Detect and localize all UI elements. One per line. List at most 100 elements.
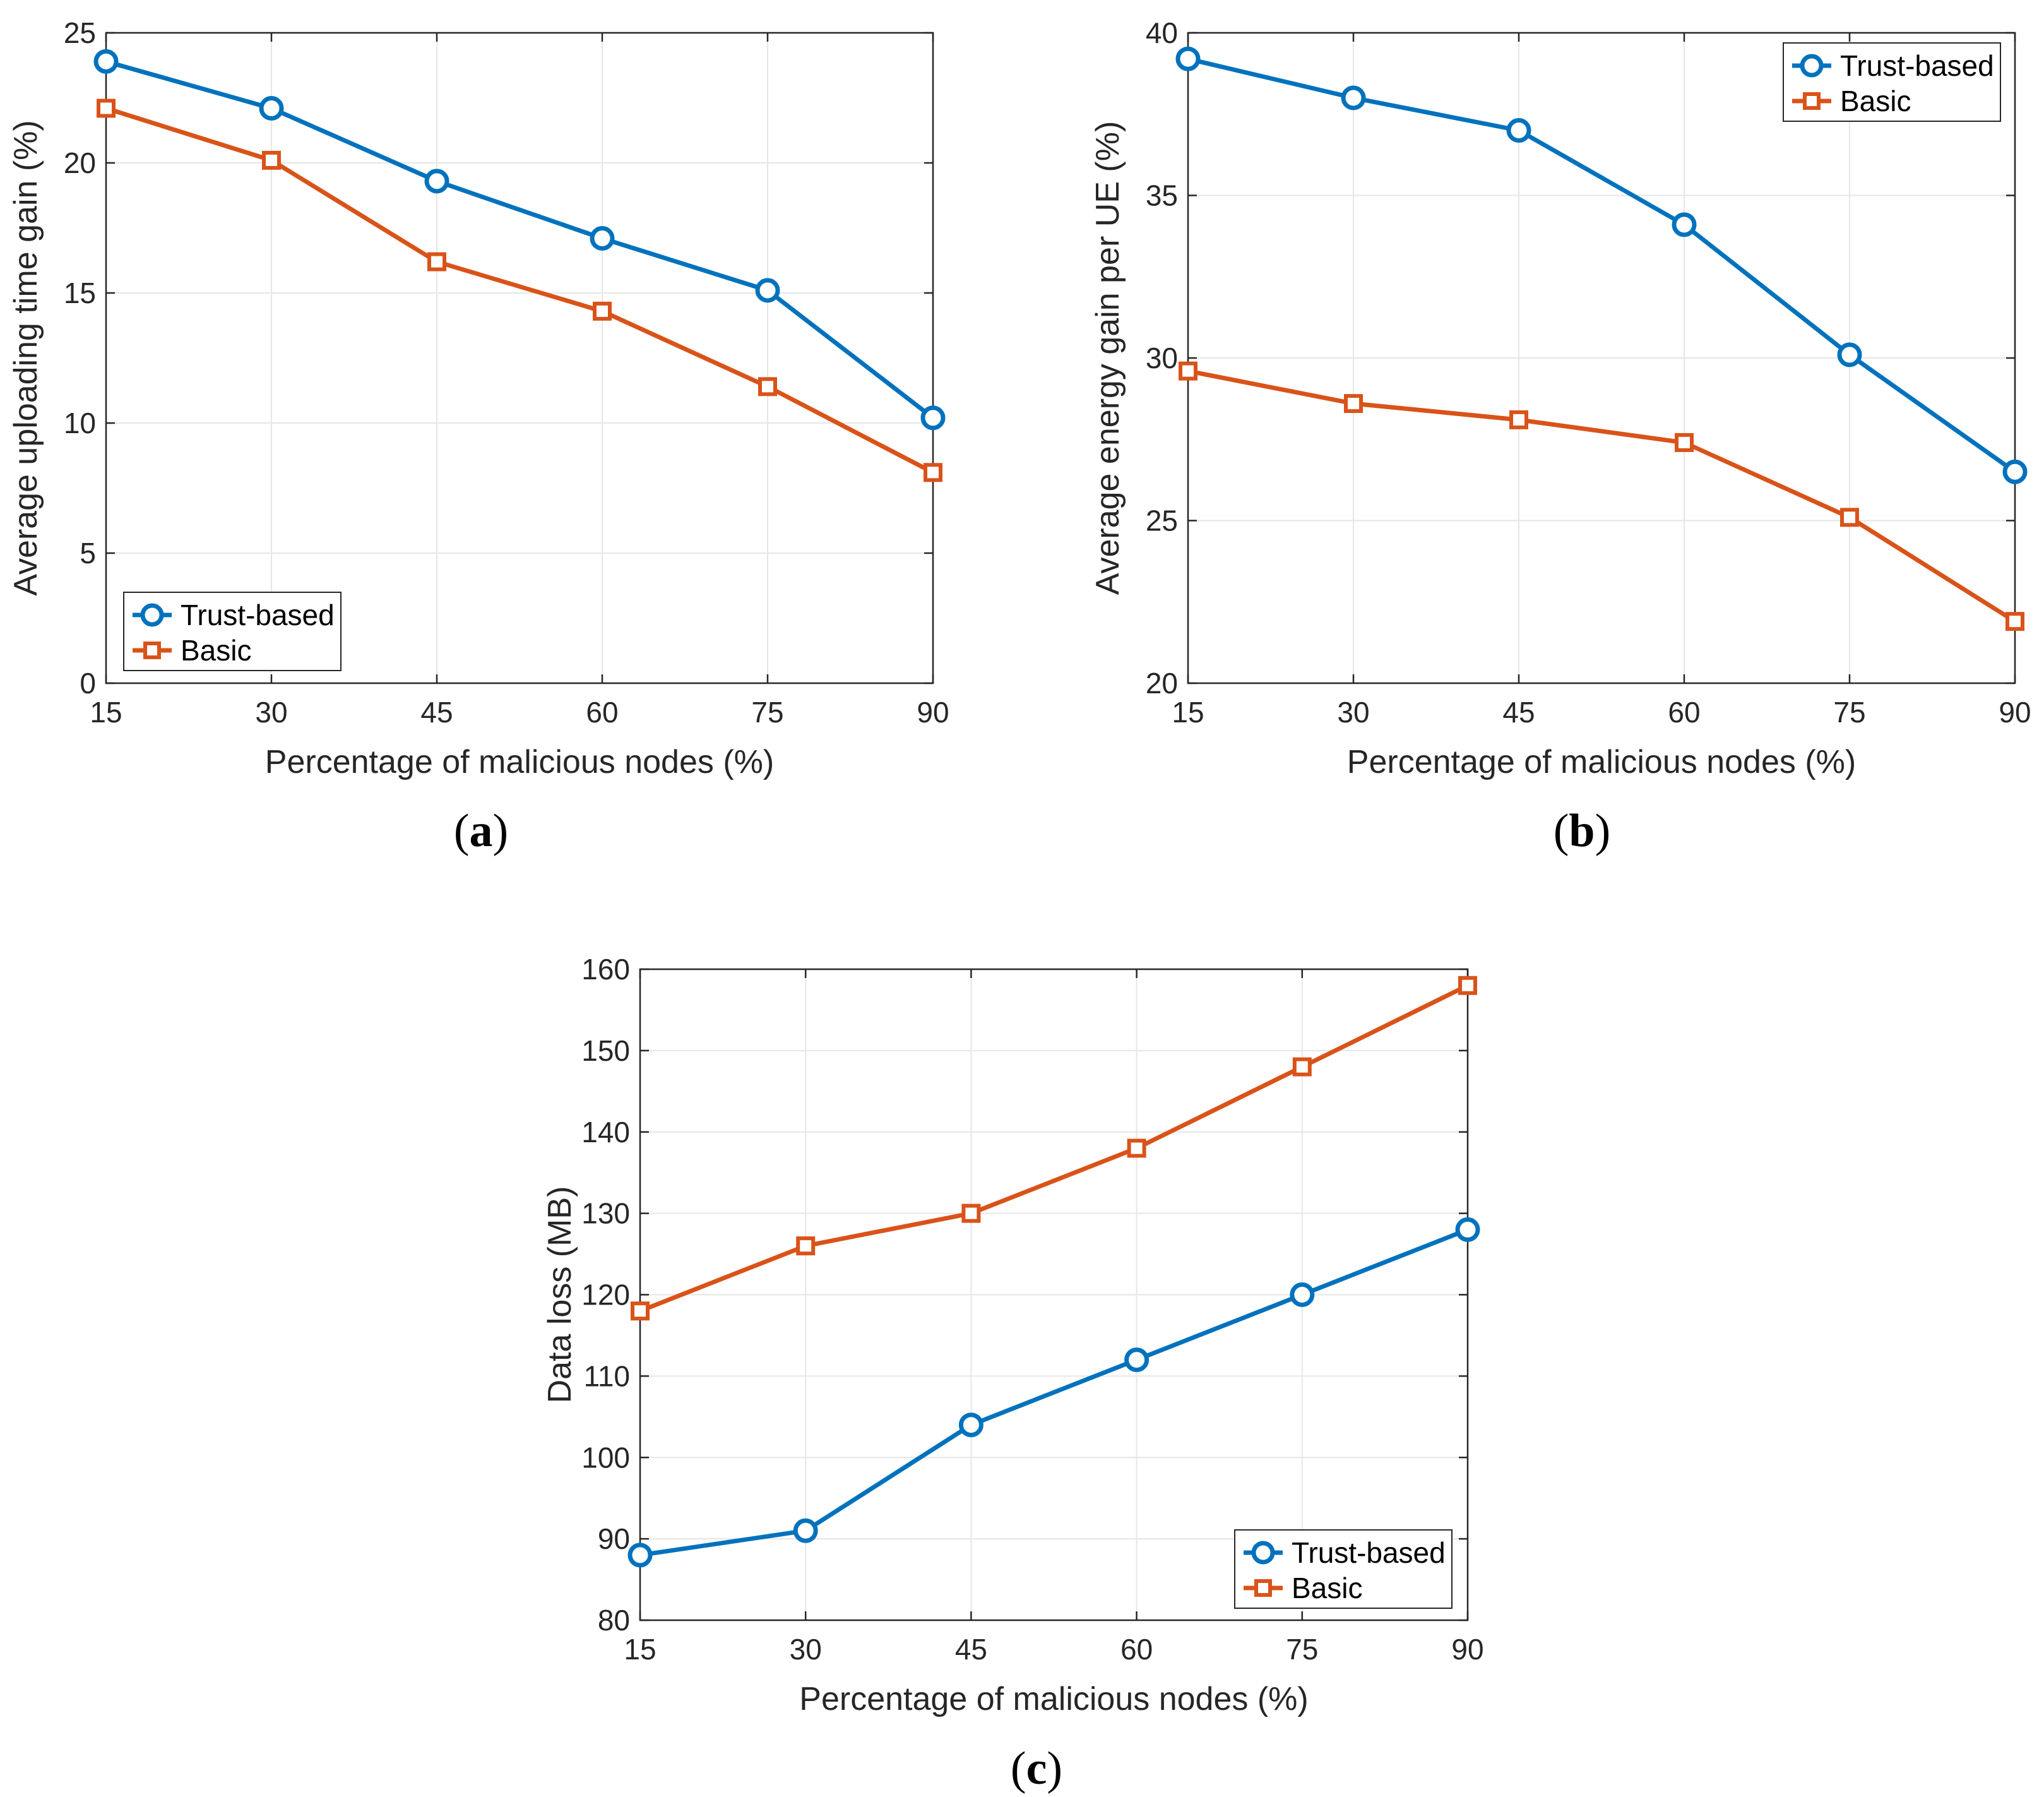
data-point-square	[631, 1301, 650, 1321]
y-tick-label: 25	[64, 16, 96, 49]
series-basic	[1179, 361, 2024, 631]
y-axis-label: Average energy gain per UE (%)	[1090, 121, 1126, 595]
chart-panel-c: 15 30 45 60 75 90 80 90 100 110 120 130 140 150 160 Per…	[542, 953, 1484, 1794]
x-axis-label: Percentage of malicious nodes (%)	[1347, 744, 1856, 780]
series-basic	[97, 99, 942, 482]
legend-label: Trust-based	[1292, 1536, 1446, 1569]
x-tick-label: 90	[1999, 696, 2031, 729]
series-line	[1187, 369, 2016, 624]
legend-label: Basic	[1292, 1572, 1362, 1604]
series-line	[639, 983, 1469, 1313]
x-tick-label: 60	[586, 696, 618, 729]
legend-marker-circle	[1800, 54, 1824, 78]
y-tick-label: 90	[598, 1522, 630, 1555]
series-basic	[631, 976, 1477, 1321]
legend-label: Basic	[181, 634, 251, 667]
data-point-circle	[2002, 459, 2028, 484]
x-tick-label: 15	[624, 1633, 656, 1666]
chart-panel-b: 15 30 45 60 75 90 20 25 30 35 40 Percentage of mali…	[1090, 16, 2031, 857]
y-tick-label: 110	[584, 1359, 630, 1392]
x-tick-label: 60	[1668, 696, 1700, 729]
y-tick-label: 30	[1146, 342, 1178, 374]
data-point-circle	[1175, 46, 1201, 71]
caption-letter: c	[1026, 1743, 1047, 1794]
data-point-circle	[1455, 1217, 1480, 1242]
data-point-square	[427, 252, 446, 272]
x-axis-label: Percentage of malicious nodes (%)	[265, 744, 774, 780]
y-tick-label: 120	[581, 1279, 630, 1311]
legend-label: Trust-based	[181, 599, 335, 631]
x-tick-label: 90	[1451, 1633, 1483, 1666]
x-tick-label: 45	[1502, 696, 1535, 729]
legend-marker-square	[1254, 1579, 1272, 1597]
x-tick-label: 15	[90, 696, 122, 729]
data-point-circle	[1341, 85, 1366, 110]
y-tick-label: 150	[581, 1034, 630, 1067]
series-line	[105, 106, 934, 475]
legend-label: Trust-based	[1840, 49, 1994, 82]
x-tick-label: 45	[420, 696, 453, 729]
x-tick-label: 30	[255, 696, 287, 729]
caption-letter: b	[1569, 805, 1595, 857]
series-trust-based	[93, 49, 946, 431]
x-tick-label: 15	[1172, 696, 1204, 729]
y-tick-label: 100	[581, 1441, 630, 1474]
caption-close-paren: )	[493, 805, 509, 857]
legend-marker-circle	[140, 603, 164, 627]
data-point-square	[1840, 508, 1859, 527]
x-tick-label: 30	[1337, 696, 1369, 729]
caption-open-paren: (	[454, 805, 470, 857]
series-line	[1187, 56, 2017, 474]
caption-close-paren: )	[1595, 805, 1611, 857]
legend-marker-square	[1803, 92, 1821, 110]
data-point-square	[961, 1203, 981, 1223]
x-tick-label: 75	[1833, 696, 1865, 729]
data-point-circle	[755, 278, 780, 303]
panel-caption: (a)	[454, 805, 508, 857]
legend-label: Basic	[1840, 85, 1911, 117]
panel-caption: (b)	[1554, 805, 1610, 857]
series-trust-based	[1175, 46, 2028, 484]
y-tick-label: 160	[581, 953, 630, 986]
caption-open-paren: (	[1011, 1743, 1026, 1794]
data-point-circle	[424, 169, 449, 194]
data-point-square	[1292, 1057, 1312, 1077]
y-tick-label: 40	[1146, 16, 1178, 49]
y-tick-label: 20	[64, 146, 96, 179]
data-point-circle	[1672, 212, 1697, 237]
data-point-square	[1458, 976, 1477, 995]
x-tick-label: 60	[1120, 1633, 1153, 1666]
data-point-circle	[1124, 1347, 1150, 1373]
data-point-circle	[627, 1543, 653, 1568]
caption-open-paren: (	[1554, 805, 1569, 857]
data-point-square	[924, 463, 942, 482]
y-axis-label: Average uploading time gain (%)	[8, 120, 44, 596]
y-tick-label: 130	[581, 1197, 630, 1230]
data-point-square	[2005, 612, 2024, 631]
x-tick-label: 75	[1286, 1633, 1318, 1666]
x-tick-label: 45	[955, 1633, 987, 1666]
data-point-square	[1179, 361, 1197, 381]
data-point-square	[97, 99, 116, 118]
y-tick-label: 15	[64, 277, 96, 309]
data-point-circle	[590, 225, 615, 251]
y-tick-label: 140	[581, 1116, 630, 1149]
plot-area	[106, 33, 933, 683]
data-point-square	[262, 150, 281, 170]
data-point-square	[593, 301, 612, 321]
y-tick-label: 5	[80, 537, 96, 570]
axes-frame	[105, 32, 934, 684]
data-point-circle	[1837, 342, 1862, 367]
x-tick-label: 30	[790, 1633, 822, 1666]
data-point-square	[758, 377, 777, 397]
data-point-square	[1675, 433, 1694, 452]
data-point-circle	[259, 95, 284, 121]
x-tick-label: 75	[751, 696, 783, 729]
data-point-circle	[920, 405, 946, 431]
data-point-circle	[793, 1518, 818, 1543]
y-tick-label: 25	[1146, 504, 1178, 537]
data-point-circle	[93, 49, 119, 74]
